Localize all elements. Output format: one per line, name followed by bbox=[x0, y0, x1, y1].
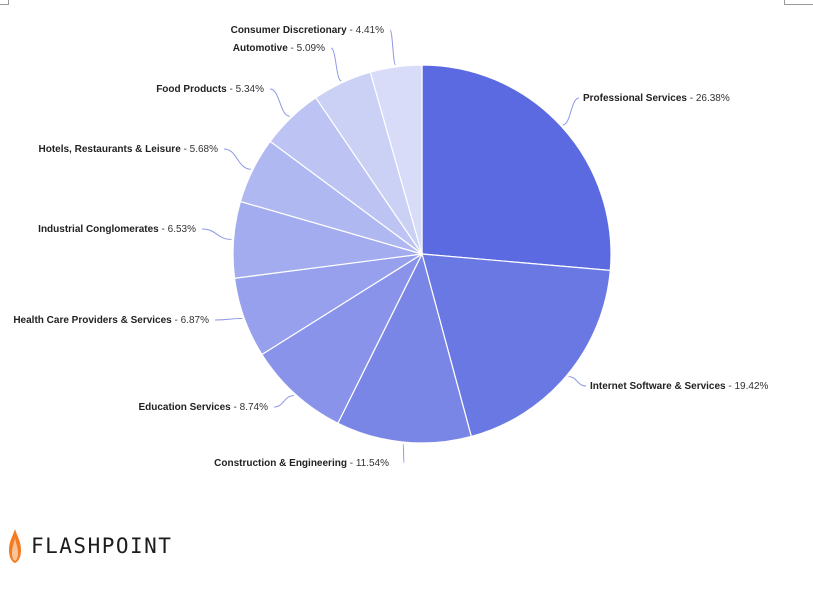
flame-icon bbox=[9, 529, 21, 563]
slice-percent: - 26.38% bbox=[687, 93, 730, 104]
leader-line-professional-services bbox=[562, 97, 580, 126]
pie-slice-consumer-discretionary[interactable] bbox=[369, 64, 423, 255]
slice-category: Hotels, Restaurants & Leisure bbox=[38, 144, 181, 155]
leader-line-automotive bbox=[330, 47, 342, 82]
pie-slice-construction-and-engineering[interactable] bbox=[337, 252, 473, 444]
slice-percent: - 5.09% bbox=[288, 43, 325, 54]
slice-category: Internet Software & Services bbox=[590, 381, 726, 392]
logo-wordmark: FLASHPOINT bbox=[31, 533, 173, 558]
slice-label-automotive: Automotive - 5.09% bbox=[233, 43, 325, 54]
slice-percent: - 6.53% bbox=[159, 224, 196, 235]
slice-category: Education Services bbox=[138, 402, 231, 413]
slice-label-industrial-conglomerates: Industrial Conglomerates - 6.53% bbox=[38, 224, 196, 235]
pie-slice-internet-software-and-services[interactable] bbox=[421, 253, 611, 438]
leader-line-education-services bbox=[273, 395, 294, 408]
slice-category: Consumer Discretionary bbox=[231, 25, 348, 36]
pie-slice-professional-services[interactable] bbox=[421, 64, 612, 272]
leader-line-industrial-conglomerates bbox=[201, 228, 232, 240]
slice-label-consumer-discretionary: Consumer Discretionary - 4.41% bbox=[231, 25, 385, 36]
labels-layer: Professional Services - 26.38% Internet S… bbox=[13, 25, 768, 469]
slice-percent: - 5.68% bbox=[181, 144, 218, 155]
slice-category: Professional Services bbox=[583, 93, 687, 104]
slices-layer bbox=[232, 64, 612, 444]
slice-category: Automotive bbox=[233, 43, 288, 54]
slice-category: Industrial Conglomerates bbox=[38, 224, 159, 235]
leader-line-internet-software-and-services bbox=[568, 376, 587, 387]
leaders-layer bbox=[201, 29, 587, 464]
slice-category: Construction & Engineering bbox=[214, 458, 347, 469]
slice-label-health-care-providers-and-services: Health Care Providers & Services - 6.87% bbox=[13, 315, 209, 326]
leader-line-hotels-restaurants-and-leisure bbox=[223, 148, 251, 170]
slice-label-food-products: Food Products - 5.34% bbox=[156, 84, 264, 95]
leader-line-health-care-providers-and-services bbox=[214, 318, 243, 321]
leader-line-food-products bbox=[269, 88, 290, 117]
slice-percent: - 11.54% bbox=[347, 458, 389, 469]
slice-label-construction-and-engineering: Construction & Engineering - 11.54% bbox=[214, 458, 389, 469]
slice-category: Health Care Providers & Services bbox=[13, 315, 172, 326]
slice-label-internet-software-and-services: Internet Software & Services - 19.42% bbox=[590, 381, 769, 392]
slice-percent: - 8.74% bbox=[231, 402, 268, 413]
slice-label-hotels-restaurants-and-leisure: Hotels, Restaurants & Leisure - 5.68% bbox=[38, 144, 218, 155]
slice-percent: - 5.34% bbox=[227, 84, 264, 95]
corner-mark-left bbox=[0, 0, 9, 5]
flashpoint-logo: FLASHPOINT bbox=[8, 528, 172, 564]
leader-line-construction-and-engineering bbox=[402, 443, 405, 464]
leader-line-consumer-discretionary bbox=[389, 29, 397, 66]
slice-percent: - 6.87% bbox=[172, 315, 209, 326]
slice-label-education-services: Education Services - 8.74% bbox=[138, 402, 268, 413]
slice-label-professional-services: Professional Services - 26.38% bbox=[583, 93, 730, 104]
pie-slice-education-services[interactable] bbox=[261, 252, 424, 425]
corner-mark-right bbox=[784, 0, 813, 5]
slice-category: Food Products bbox=[156, 84, 227, 95]
slice-percent: - 4.41% bbox=[347, 25, 384, 36]
slice-percent: - 19.42% bbox=[726, 381, 769, 392]
